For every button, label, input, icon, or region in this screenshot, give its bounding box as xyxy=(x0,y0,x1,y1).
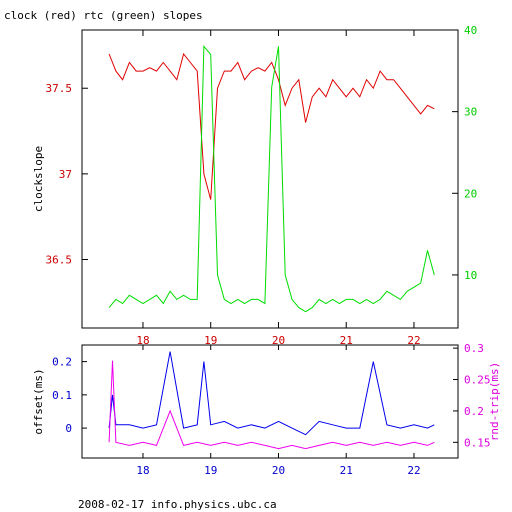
y2-tick-label: 10 xyxy=(464,269,477,282)
y2-axis-label: rnd-trip(ms) xyxy=(488,362,501,441)
y-tick-label: 0.1 xyxy=(52,389,72,402)
y2-tick-label: 30 xyxy=(464,106,477,119)
series-line-1 xyxy=(108,44,435,313)
x-tick-label: 21 xyxy=(340,334,353,347)
y2-tick-label: 0.15 xyxy=(464,436,491,449)
y2-tick-label: 40 xyxy=(464,24,477,37)
y-axis-label: offset(ms) xyxy=(32,368,45,434)
chart-title: clock (red) rtc (green) slopes xyxy=(4,9,203,22)
series-line-0 xyxy=(108,52,435,200)
x-tick-label: 22 xyxy=(407,464,420,477)
y2-tick-label: 0.2 xyxy=(464,405,484,418)
y-tick-label: 37.5 xyxy=(46,82,73,95)
x-tick-label: 20 xyxy=(272,464,285,477)
y-tick-label: 37 xyxy=(59,168,72,181)
y2-tick-label: 20 xyxy=(464,187,477,200)
series-line-0 xyxy=(108,351,435,436)
x-tick-label: 20 xyxy=(272,334,285,347)
y-tick-label: 0.2 xyxy=(52,356,72,369)
x-tick-label: 19 xyxy=(204,464,217,477)
bottom-panel: 18 19 20 21 22 0 0.1 0.2 0.15 0.2 0.25 0.3 offset(ms… xyxy=(32,342,501,477)
y-tick-label: 0 xyxy=(65,422,72,435)
footer-text: 2008-02-17 info.physics.ubc.ca xyxy=(78,498,277,511)
x-tick-label: 18 xyxy=(136,464,149,477)
x-tick-label: 22 xyxy=(407,334,420,347)
x-tick-label: 19 xyxy=(204,334,217,347)
y-tick-label: 36.5 xyxy=(46,253,73,266)
x-tick-label: 18 xyxy=(136,334,149,347)
top-panel: 18 19 20 21 22 36.5 37 37.5 10 20 30 40 clockslope xyxy=(32,24,477,347)
plot-frame xyxy=(81,344,459,459)
y2-tick-label: 0.25 xyxy=(464,374,491,387)
y-axis-label: clockslope xyxy=(32,146,45,212)
plot-frame xyxy=(81,29,459,329)
y2-tick-label: 0.3 xyxy=(464,342,484,355)
x-tick-label: 21 xyxy=(340,464,353,477)
series-line-1 xyxy=(108,360,435,450)
